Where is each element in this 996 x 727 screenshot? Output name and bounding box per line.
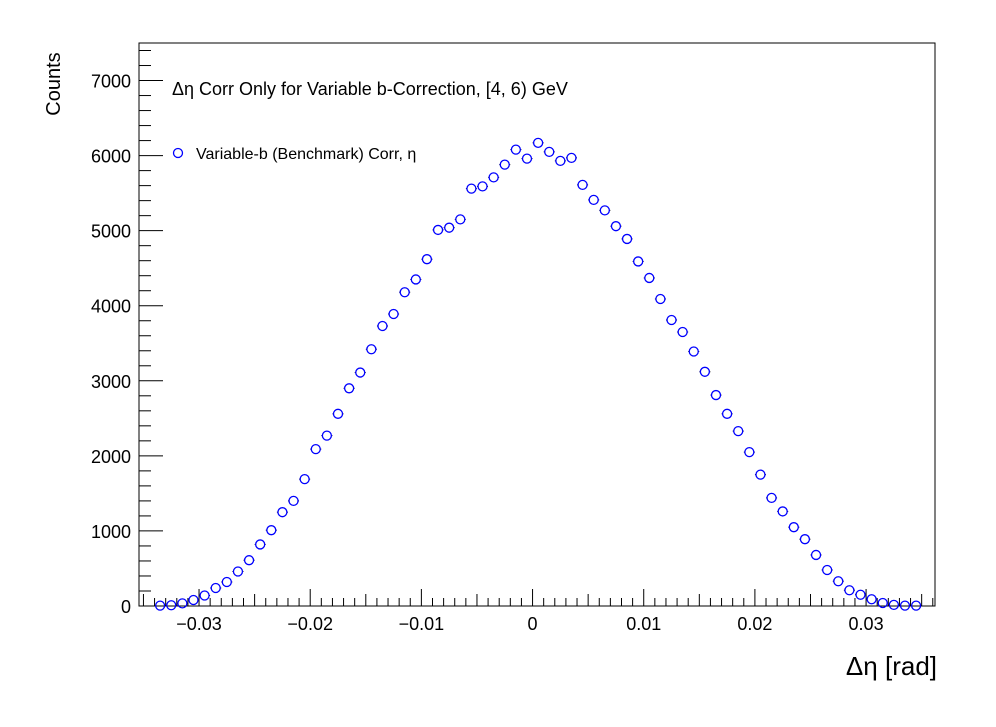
x-tick-label: 0 [528,614,538,634]
legend-label: Variable-b (Benchmark) Corr, η [196,146,416,163]
data-point [477,181,489,192]
data-point [688,346,700,357]
x-tick-label: 0.01 [626,614,661,634]
data-point [632,256,644,267]
x-tick-label: −0.01 [399,614,445,634]
data-point [821,564,833,576]
data-point [465,183,477,194]
legend-marker [172,147,184,159]
data-point [565,152,577,164]
data-point [643,272,655,284]
x-tick-label: 0.02 [737,614,772,634]
plot-frame [138,42,936,607]
data-point [443,222,455,233]
legend: Variable-b (Benchmark) Corr, η [172,146,416,163]
data-point [343,383,355,394]
data-point [699,366,711,377]
data-point [310,443,322,455]
data-point [721,408,733,419]
y-tick-label: 4000 [91,297,131,317]
data-point [410,274,422,285]
data-point [288,495,300,507]
y-tick-label: 1000 [91,522,131,542]
y-tick-label: 5000 [91,222,131,242]
data-point [732,425,744,437]
data-point [532,137,544,148]
x-tick-label: −0.02 [287,614,333,634]
data-point [888,599,900,611]
y-tick-label: 0 [121,597,131,617]
data-point [187,594,199,606]
data-point [799,534,811,545]
data-point [554,155,566,167]
data-point [855,589,867,600]
data-points [154,137,922,611]
data-point [432,224,444,236]
data-point [599,205,611,216]
data-point [777,506,789,517]
data-point [654,293,666,305]
data-point [843,585,855,596]
y-tick-label: 7000 [91,72,131,92]
data-point [354,367,366,378]
data-point [199,590,211,601]
data-point [399,287,411,298]
data-point [488,172,500,183]
data-point [332,408,344,419]
data-point [499,159,511,170]
data-point [832,576,844,587]
data-point [421,254,433,265]
y-tick-label: 3000 [91,372,131,392]
data-point [710,389,722,401]
x-tick-label: −0.03 [176,614,222,634]
data-point [243,555,255,566]
data-point [176,598,188,609]
data-point [321,430,333,441]
data-point [899,600,911,611]
data-point [154,600,166,611]
y-tick-label: 2000 [91,447,131,467]
data-point [677,326,689,338]
data-point [766,492,778,504]
data-point [621,233,633,245]
data-point [666,314,678,326]
data-point [210,582,222,594]
data-point [810,549,822,561]
data-point [788,522,800,533]
data-point [521,153,533,164]
data-point [610,221,622,232]
y-axis-label: Counts [43,52,65,115]
data-point [577,179,589,191]
data-point [232,566,244,577]
data-point [299,473,311,485]
x-tick-label: 0.03 [849,614,884,634]
data-point [276,507,288,518]
data-point [877,597,889,609]
data-point [910,600,922,611]
data-point [743,446,755,458]
data-point [866,594,878,605]
data-point [376,320,388,332]
data-point [754,469,766,480]
data-point [365,344,377,355]
x-axis-label: Δη [rad] [846,651,937,681]
y-tick-label: 6000 [91,147,131,167]
data-point [543,146,555,157]
data-point [165,600,177,611]
data-point [221,576,233,588]
axis-ticks: −0.03 −0.02 −0.01 0 0.01 0.02 0.03 0 1000 2000 300… [91,50,934,634]
data-point [388,308,400,320]
data-point [588,194,600,206]
chart-title: Δη Corr Only for Variable b-Correction, … [172,79,568,99]
data-point [510,144,522,155]
data-point [454,214,466,225]
data-point [254,539,266,550]
data-point [265,525,277,536]
